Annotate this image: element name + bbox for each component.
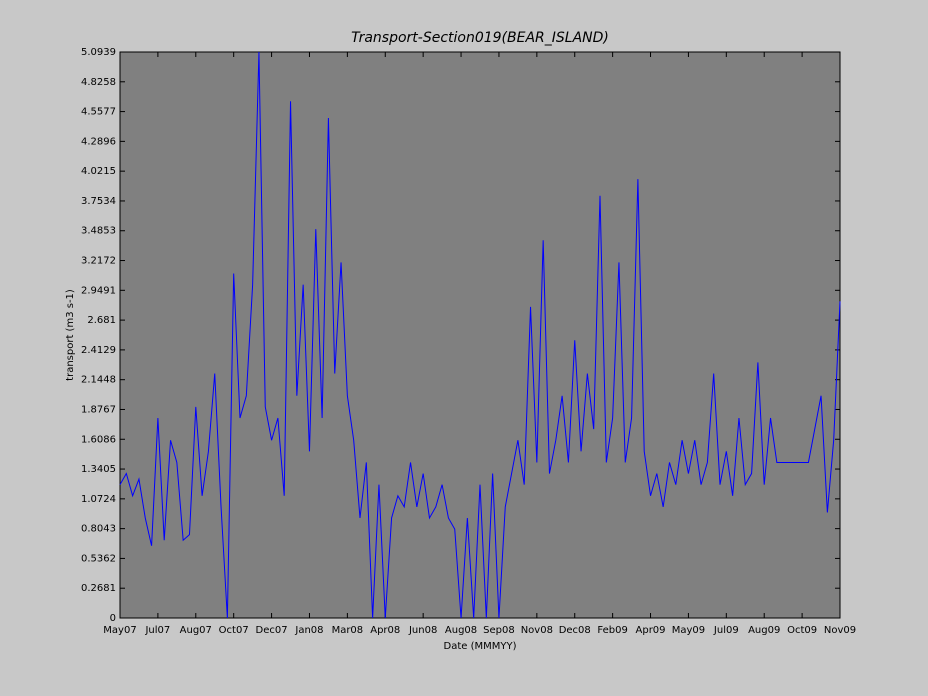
y-tick-label: 4.8258	[81, 77, 116, 88]
y-tick-label: 2.681	[87, 315, 116, 326]
x-tick-label: Jul09	[713, 625, 739, 636]
x-tick-label: Dec07	[256, 625, 288, 636]
x-tick-label: Aug07	[180, 625, 212, 636]
y-tick-label: 0.2681	[81, 583, 116, 594]
y-tick-label: 1.3405	[81, 464, 116, 475]
x-tick-label: Jun08	[408, 625, 437, 636]
y-tick-label: 4.0215	[81, 166, 116, 177]
y-tick-label: 2.4129	[81, 345, 116, 356]
x-tick-label: Sep08	[483, 625, 515, 636]
y-tick-label: 5.0939	[81, 47, 116, 58]
y-tick-label: 0.8043	[81, 524, 116, 535]
x-tick-label: Oct09	[787, 625, 817, 636]
x-tick-label: Feb09	[597, 625, 627, 636]
y-tick-label: 1.0724	[81, 494, 116, 505]
x-tick-label: Aug09	[748, 625, 780, 636]
y-tick-label: 1.8767	[81, 404, 116, 415]
y-tick-label: 0.5362	[81, 553, 116, 564]
y-tick-label: 3.7534	[81, 196, 116, 207]
x-tick-label: Nov09	[824, 625, 856, 636]
chart-title: Transport-Section019(BEAR_ISLAND)	[351, 30, 609, 46]
data-line	[119, 51, 841, 619]
x-tick-label: Jul07	[144, 625, 170, 636]
x-tick-label: Apr09	[636, 625, 666, 636]
y-tick-label: 2.1448	[81, 375, 116, 386]
y-tick-label: 2.9491	[81, 285, 116, 296]
x-tick-label: Dec08	[559, 625, 591, 636]
y-tick-label: 4.2896	[81, 136, 116, 147]
plot-area	[119, 51, 841, 619]
x-tick-label: Jan08	[294, 625, 323, 636]
x-tick-label: Nov08	[521, 625, 553, 636]
y-tick-label: 3.2172	[81, 256, 116, 267]
y-tick-label: 4.5577	[81, 107, 116, 118]
y-tick-label: 3.4853	[81, 226, 116, 237]
x-tick-label: Aug08	[445, 625, 477, 636]
y-tick-label: 0	[110, 613, 116, 624]
x-tick-label: Oct07	[219, 625, 249, 636]
x-tick-label: Mar08	[332, 625, 364, 636]
x-tick-label: May07	[103, 625, 136, 636]
x-tick-label: Apr08	[370, 625, 400, 636]
y-axis-label: transport (m3 s-1)	[65, 289, 76, 381]
y-tick-label: 1.6086	[81, 434, 116, 445]
x-axis-label: Date (MMMYY)	[444, 641, 517, 652]
x-tick-label: May09	[672, 625, 705, 636]
